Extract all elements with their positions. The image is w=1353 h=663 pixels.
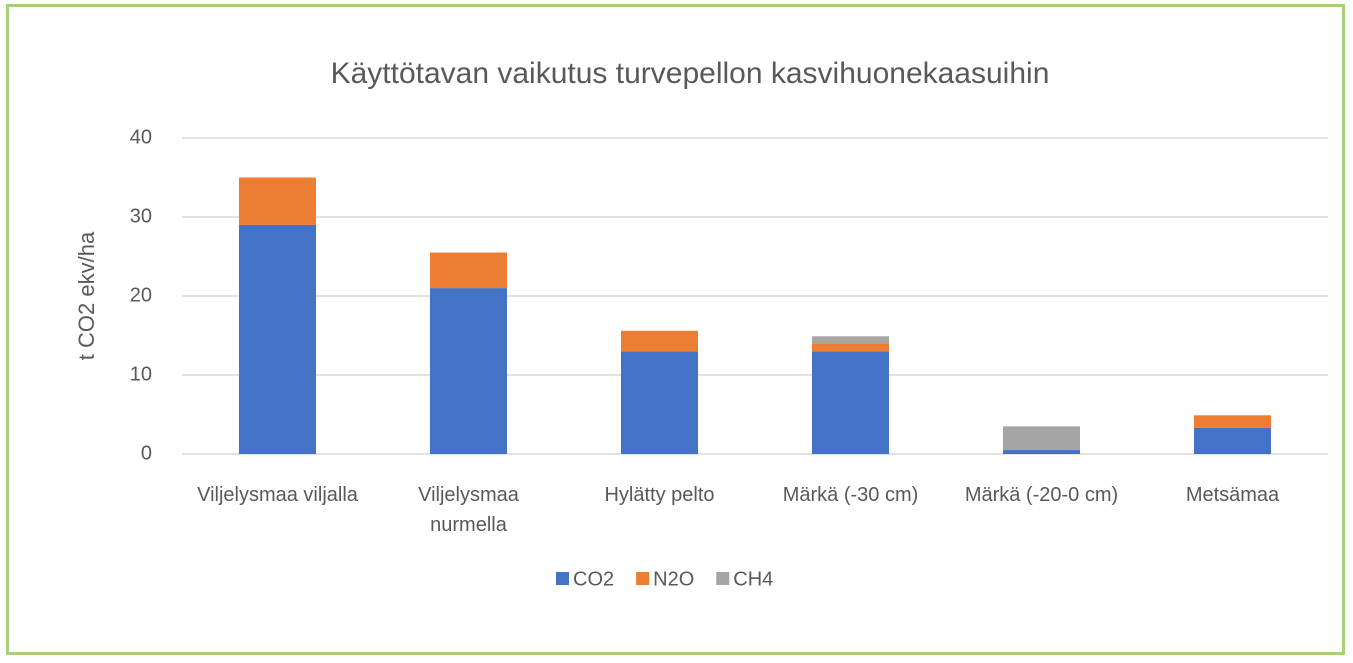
legend-label: N2O bbox=[653, 568, 694, 590]
y-tick-label: 30 bbox=[130, 205, 152, 227]
y-tick-label: 10 bbox=[130, 363, 152, 385]
bar-segment bbox=[1003, 426, 1080, 451]
bar-segment bbox=[812, 336, 889, 344]
bar-segment bbox=[621, 330, 698, 352]
legend-label: CH4 bbox=[733, 568, 773, 590]
x-tick-label: Hylätty pelto bbox=[604, 484, 715, 506]
bar-segment bbox=[1003, 450, 1080, 454]
chart-title: Käyttötavan vaikutus turvepellon kasvihu… bbox=[331, 57, 1050, 90]
bar-segment bbox=[239, 177, 316, 225]
bar-segment bbox=[812, 351, 889, 454]
x-tick-label: Metsämaa bbox=[1185, 484, 1280, 506]
y-tick-label: 40 bbox=[130, 126, 152, 148]
x-tick-label: Märkä (-20-0 cm) bbox=[964, 484, 1119, 506]
bar-segment bbox=[1194, 415, 1271, 428]
legend-swatch bbox=[716, 572, 730, 585]
y-tick-label: 20 bbox=[130, 284, 152, 306]
bar-segment bbox=[1194, 427, 1271, 454]
legend-swatch bbox=[556, 572, 569, 585]
bar-segment bbox=[621, 351, 698, 454]
bar-segment bbox=[239, 224, 316, 454]
x-tick-label: Viljelysmaa viljalla bbox=[197, 484, 358, 506]
chart-frame bbox=[6, 4, 1345, 655]
x-tick-label: Viljelysmaa nurmella bbox=[418, 484, 519, 536]
x-tick-label: Märkä (-30 cm) bbox=[782, 484, 919, 506]
bar-segment bbox=[430, 252, 507, 289]
legend-swatch bbox=[636, 572, 650, 585]
y-tick-label: 0 bbox=[141, 442, 152, 464]
bar-segment bbox=[812, 343, 889, 352]
bar-segment bbox=[430, 288, 507, 454]
legend-label: CO2 bbox=[573, 568, 614, 590]
y-axis-label: t CO2 ekv/ha bbox=[74, 231, 99, 360]
